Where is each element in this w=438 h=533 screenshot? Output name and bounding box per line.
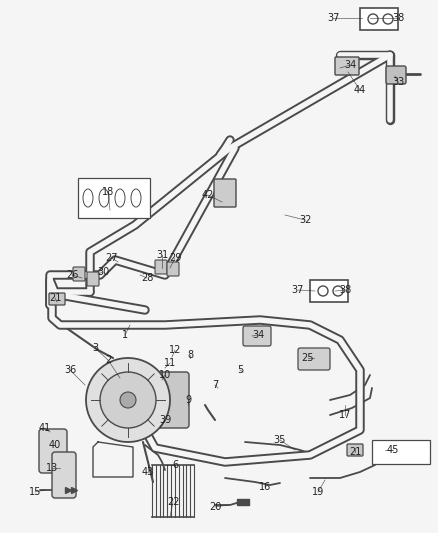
- Text: 18: 18: [102, 187, 114, 197]
- Text: 17: 17: [339, 410, 351, 420]
- Bar: [360, 8, 398, 30]
- Text: 43: 43: [142, 467, 154, 477]
- FancyBboxPatch shape: [73, 267, 85, 281]
- FancyBboxPatch shape: [243, 326, 271, 346]
- Text: 40: 40: [49, 440, 61, 450]
- Text: 41: 41: [39, 423, 51, 433]
- Text: 37: 37: [327, 13, 339, 23]
- Circle shape: [86, 358, 170, 442]
- Circle shape: [100, 372, 156, 428]
- Text: 5: 5: [237, 365, 243, 375]
- Text: 45: 45: [387, 445, 399, 455]
- Circle shape: [120, 392, 136, 408]
- Text: 39: 39: [159, 415, 171, 425]
- Text: 25: 25: [302, 353, 314, 363]
- Text: 44: 44: [354, 85, 366, 95]
- Text: 2: 2: [105, 355, 111, 365]
- FancyBboxPatch shape: [148, 372, 189, 428]
- FancyBboxPatch shape: [214, 179, 236, 207]
- Text: 22: 22: [167, 497, 179, 507]
- Text: 26: 26: [66, 270, 78, 280]
- Text: 27: 27: [106, 253, 118, 263]
- Text: 15: 15: [29, 487, 41, 497]
- FancyBboxPatch shape: [87, 272, 99, 286]
- Text: 19: 19: [312, 487, 324, 497]
- Text: 28: 28: [141, 273, 153, 283]
- Text: 21: 21: [49, 293, 61, 303]
- FancyBboxPatch shape: [167, 262, 179, 276]
- Text: 33: 33: [392, 77, 404, 87]
- Text: 3: 3: [92, 343, 98, 353]
- Text: 7: 7: [212, 380, 218, 390]
- Text: 42: 42: [202, 190, 214, 200]
- Text: 6: 6: [172, 460, 178, 470]
- FancyBboxPatch shape: [52, 452, 76, 498]
- Text: 32: 32: [299, 215, 311, 225]
- Text: 35: 35: [274, 435, 286, 445]
- FancyBboxPatch shape: [386, 66, 406, 84]
- FancyBboxPatch shape: [155, 260, 167, 274]
- FancyBboxPatch shape: [49, 293, 65, 305]
- FancyBboxPatch shape: [335, 57, 359, 75]
- Text: 20: 20: [209, 502, 221, 512]
- Bar: [310, 280, 348, 302]
- Text: 30: 30: [97, 267, 109, 277]
- Text: 8: 8: [187, 350, 193, 360]
- Text: 29: 29: [169, 253, 181, 263]
- Text: 31: 31: [156, 250, 168, 260]
- FancyBboxPatch shape: [39, 429, 67, 473]
- Text: 37: 37: [292, 285, 304, 295]
- Text: 21: 21: [349, 447, 361, 457]
- Text: 10: 10: [159, 370, 171, 380]
- Text: 34: 34: [252, 330, 264, 340]
- Text: 9: 9: [185, 395, 191, 405]
- Bar: [372, 440, 430, 464]
- Text: 38: 38: [392, 13, 404, 23]
- Text: 1: 1: [122, 330, 128, 340]
- Text: 34: 34: [344, 60, 356, 70]
- Text: 36: 36: [64, 365, 76, 375]
- FancyBboxPatch shape: [347, 444, 363, 456]
- Text: 11: 11: [164, 358, 176, 368]
- FancyBboxPatch shape: [298, 348, 330, 370]
- Bar: [78, 178, 150, 218]
- Text: 12: 12: [169, 345, 181, 355]
- Text: 13: 13: [46, 463, 58, 473]
- Text: 38: 38: [339, 285, 351, 295]
- Text: 16: 16: [259, 482, 271, 492]
